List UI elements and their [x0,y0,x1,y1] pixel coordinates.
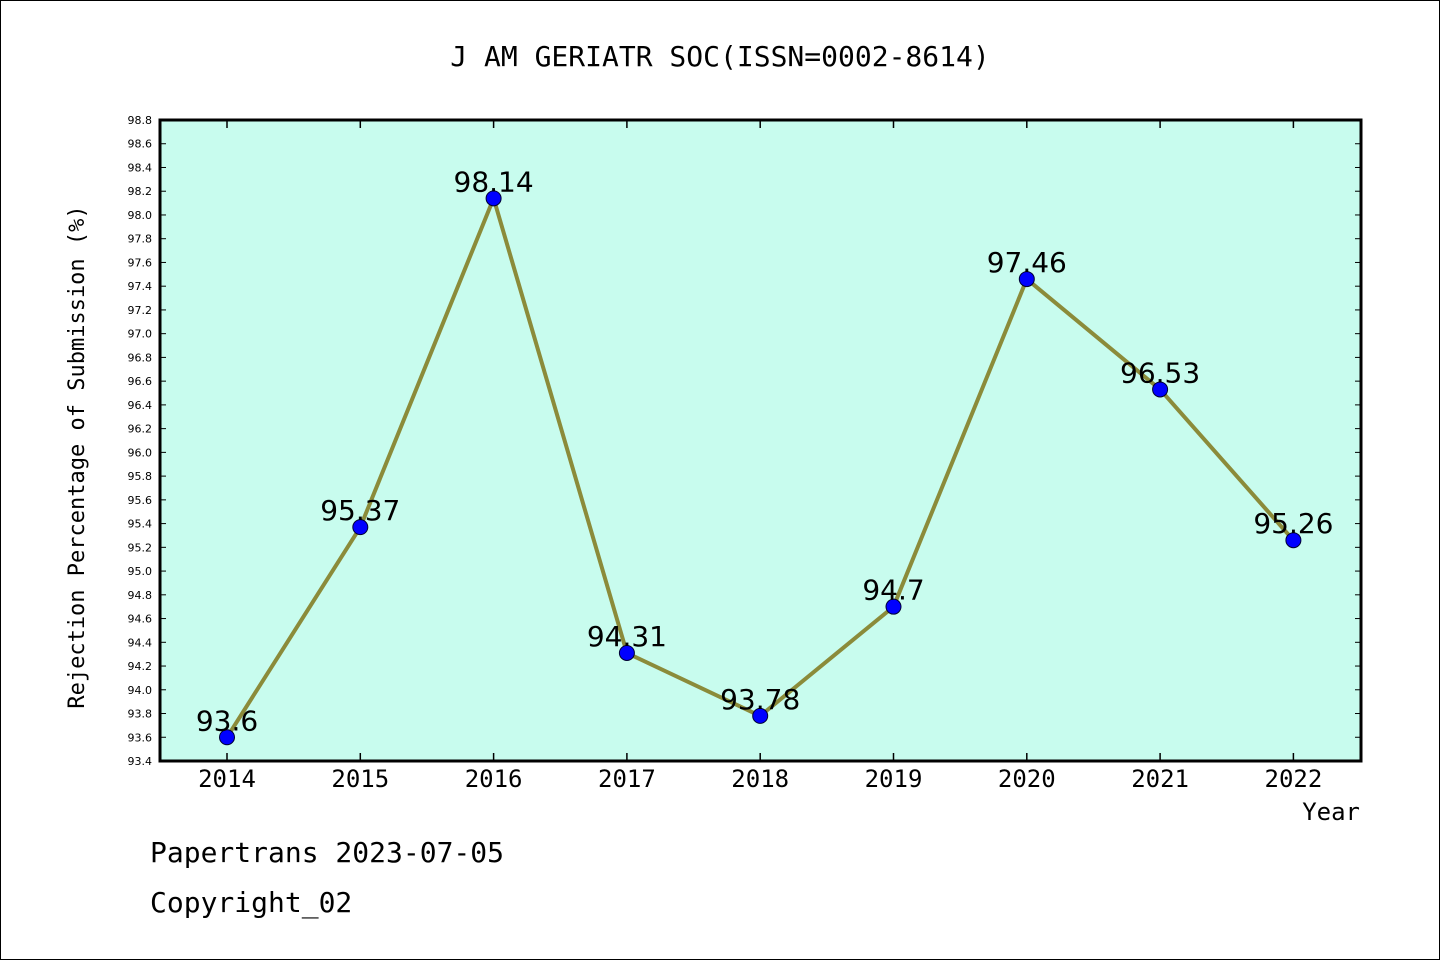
series-line [219,190,1302,746]
y-tick-label: 94.8 [128,589,153,602]
x-tick-label: 2018 [731,765,789,793]
data-label: 94.7 [862,574,924,607]
data-point-marker [352,519,369,536]
data-point-marker [885,598,902,615]
data-point-marker [1152,381,1169,398]
data-point-marker [752,707,769,724]
y-tick-label: 95.8 [128,470,153,483]
x-tick-label: 2014 [198,765,256,793]
y-tick-label: 95.0 [128,565,153,578]
data-point-marker [219,729,235,746]
y-tick-label: 96.8 [128,351,153,364]
y-tick-label: 98.0 [128,209,153,222]
y-tick-label: 94.2 [128,660,153,673]
x-axis-label: Year [1302,798,1360,826]
y-tick-label: 93.6 [128,731,153,744]
x-axis: 2014 2015 2016 2017 2018 2019 2020 2021 2022 [198,120,1322,793]
y-tick-label: 94.6 [128,613,153,626]
y-tick-label: 95.2 [128,541,153,554]
y-tick-label: 96.0 [128,446,153,459]
data-labels: 93.6 95.37 98.14 94.31 93.78 94.7 97.46 96.53 95… [196,165,1334,737]
y-tick-label: 96.2 [128,423,153,436]
y-tick-label: 96.6 [128,375,153,388]
y-tick-label: 97.2 [128,304,153,317]
y-tick-label: 98.8 [128,114,153,127]
data-label: 93.78 [720,683,800,716]
x-tick-label: 2021 [1131,765,1189,793]
data-label: 98.14 [454,165,534,198]
x-tick-label: 2019 [865,765,923,793]
data-label: 97.46 [987,246,1067,279]
y-tick-label: 96.4 [128,399,153,412]
y-tick-label: 93.8 [128,708,153,721]
x-tick-label: 2016 [465,765,523,793]
y-tick-label: 97.0 [128,328,153,341]
y-axis: 93.4 93.6 93.8 94.0 94.2 94.4 94.6 94.8 95.0 95.2… [128,114,1361,768]
data-label: 94.31 [587,620,667,653]
y-tick-label: 94.4 [128,636,153,649]
y-tick-label: 98.4 [128,161,153,174]
data-point-marker [1285,532,1302,549]
x-tick-label: 2017 [598,765,656,793]
chart-title: J AM GERIATR SOC(ISSN=0002-8614) [450,40,989,73]
y-tick-label: 95.6 [128,494,153,507]
data-point-marker [485,190,502,207]
y-tick-label: 95.4 [128,518,153,531]
data-label: 95.37 [320,494,400,527]
x-tick-label: 2022 [1265,765,1323,793]
footer-date-text: Papertrans 2023-07-05 [150,836,505,869]
y-tick-label: 97.6 [128,256,153,269]
data-label: 95.26 [1253,507,1333,540]
footer-copyright-text: Copyright_02 [150,886,353,919]
y-tick-label: 94.0 [128,684,153,697]
y-axis-label: Rejection Percentage of Submission (%) [65,205,90,708]
data-point-marker [618,644,635,661]
data-label: 93.6 [196,704,258,737]
y-tick-label: 98.2 [128,185,153,198]
y-tick-label: 93.4 [128,755,153,768]
y-tick-label: 97.8 [128,233,153,246]
x-tick-label: 2015 [331,765,389,793]
y-tick-label: 97.4 [128,280,153,293]
data-point-marker [1018,271,1035,288]
plot-area [158,118,1363,763]
y-tick-label: 98.6 [128,138,153,151]
x-tick-label: 2020 [998,765,1056,793]
data-label: 96.53 [1120,356,1200,389]
